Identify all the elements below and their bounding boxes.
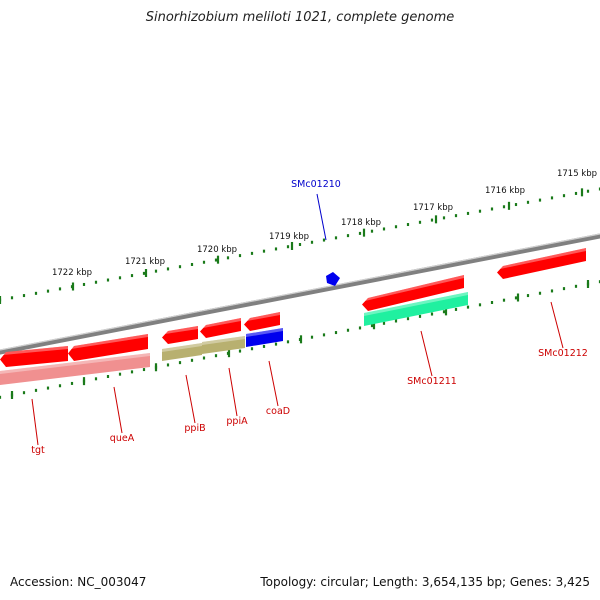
SMc01212-leader-line: [550, 301, 564, 349]
tick-label: 1716 kbp: [485, 186, 525, 196]
queA-gene[interactable]: [68, 334, 148, 361]
tick-label: 1719 kbp: [269, 232, 309, 242]
genome-backbone: [0, 233, 600, 355]
tick-label: 1715 kbp: [557, 169, 597, 179]
queA-leader-line: [113, 386, 123, 434]
SMc01211-product-shine[interactable]: [364, 292, 468, 316]
SMc01211-gene-shine[interactable]: [365, 275, 464, 301]
ppiB-label[interactable]: ppiB: [184, 423, 205, 434]
accession-label: Accession: NC_003047: [10, 575, 147, 589]
genome-summary: Topology: circular; Length: 3,654,135 bp…: [260, 575, 590, 589]
SMc01212-label[interactable]: SMc01212: [538, 348, 588, 359]
ppiB-gene[interactable]: [162, 326, 198, 344]
ppiB-leader-line: [185, 374, 196, 424]
queA-label[interactable]: queA: [110, 433, 135, 444]
SMc01212-gene[interactable]: [497, 248, 586, 279]
ppiA-gene[interactable]: [200, 318, 241, 338]
backbone-highlight: [0, 233, 600, 351]
tgt-gene-shine[interactable]: [3, 346, 68, 355]
SMc01210-gene[interactable]: [326, 272, 340, 286]
queA-gene-shine[interactable]: [71, 334, 148, 349]
tgt-label[interactable]: tgt: [31, 445, 45, 456]
tick-label: 1722 kbp: [52, 268, 92, 278]
ppiA-product[interactable]: [202, 336, 245, 354]
genome-title: Sinorhizobium meliloti 1021, complete ge…: [145, 10, 455, 25]
ppiA-label[interactable]: ppiA: [226, 416, 248, 427]
coaD-product-shine[interactable]: [246, 328, 283, 337]
gene-labels: tgt queA ppiB ppiA coaD SMc01211 SMc01212 SMc01…: [31, 179, 588, 456]
tgt-queA-product[interactable]: [0, 353, 150, 385]
tick-label: 1718 kbp: [341, 218, 381, 228]
ppiB-product-shine[interactable]: [162, 343, 202, 352]
SMc01211-label[interactable]: SMc01211: [407, 376, 457, 387]
tgt-gene[interactable]: [0, 346, 68, 367]
SMc01211-gene[interactable]: [362, 275, 464, 311]
tick-labels: 1715 kbp 1716 kbp 1717 kbp 1718 kbp 1719 kbp…: [52, 169, 597, 278]
gene-features: [0, 248, 586, 385]
tgt-leader-line: [31, 398, 39, 446]
coaD-gene-shine[interactable]: [247, 312, 280, 321]
SMc01210-label[interactable]: SMc01210: [291, 179, 341, 190]
tgt-queA-product-shine[interactable]: [0, 353, 150, 374]
SMc01211-leader-line: [420, 330, 433, 377]
backbone-line: [0, 233, 600, 355]
SMc01210-leader-line: [316, 193, 327, 241]
tick-label: 1717 kbp: [413, 203, 453, 213]
coaD-leader-line: [268, 360, 279, 407]
SMc01212-gene-shine[interactable]: [500, 248, 586, 269]
coaD-gene[interactable]: [244, 312, 280, 331]
coaD-product[interactable]: [246, 328, 283, 347]
SMc01211-product[interactable]: [364, 292, 468, 326]
tick-label: 1721 kbp: [125, 257, 165, 267]
ppiA-leader-line: [228, 367, 238, 417]
ppiB-gene-shine[interactable]: [165, 326, 198, 334]
coaD-label[interactable]: coaD: [266, 406, 290, 417]
tick-label: 1720 kbp: [197, 245, 237, 255]
outer-tick-track: [0, 187, 600, 304]
ppiA-product-shine[interactable]: [202, 336, 245, 345]
ppiA-gene-shine[interactable]: [203, 318, 241, 328]
ppiB-product[interactable]: [162, 343, 202, 361]
inner-tick-track: [0, 280, 600, 399]
